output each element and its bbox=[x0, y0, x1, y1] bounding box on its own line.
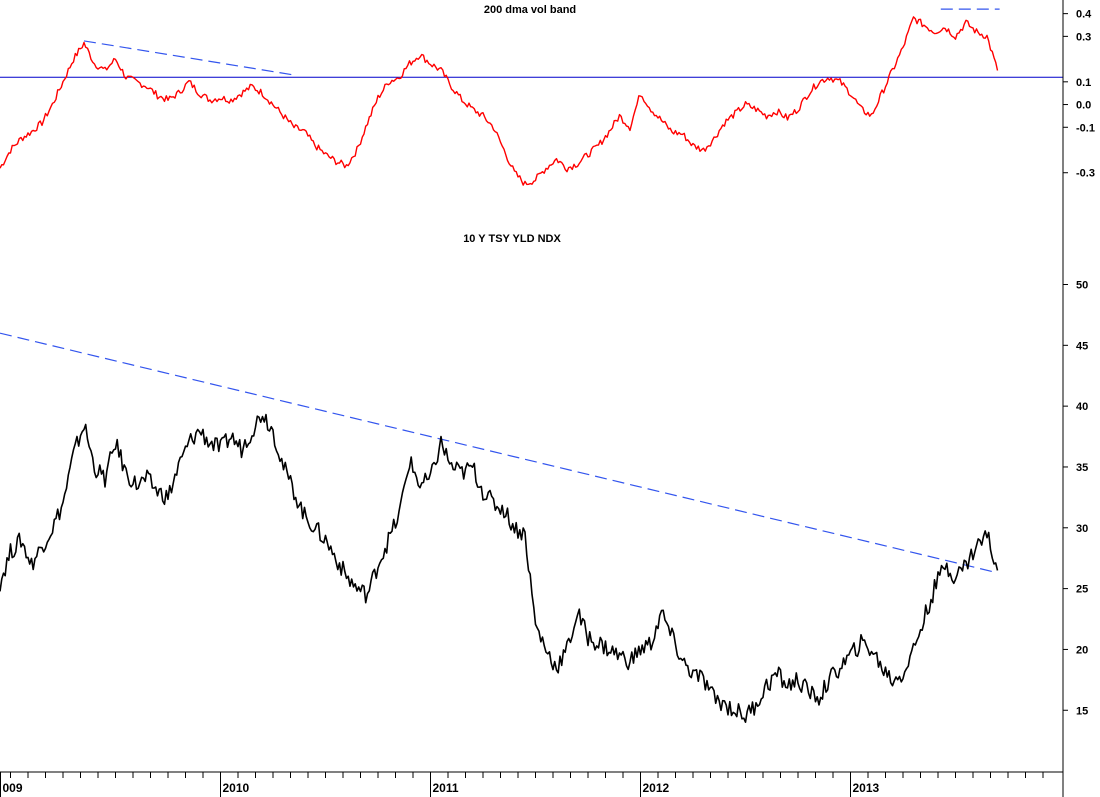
x-axis: 009 2010 2011 2012 2013 bbox=[0, 771, 1063, 797]
vol-band-y-tick-label: -0.1 bbox=[1076, 122, 1095, 134]
vol-band-y-tick-label: 0.3 bbox=[1076, 31, 1091, 43]
right-y-axis: 0.4 0.3 0.1 0.0 -0.1 -0.3 50 45 40 35 30 25 20 15 bbox=[1062, 0, 1095, 797]
tsy-yield-y-tick-label: 35 bbox=[1076, 462, 1088, 474]
tsy-yield-trendline bbox=[0, 332, 998, 574]
x-tick-label: 009 bbox=[3, 781, 23, 795]
vol-band-trendline bbox=[83, 40, 295, 76]
tsy-yield-y-tick-label: 50 bbox=[1076, 279, 1088, 291]
vol-band-y-tick-label: 0.4 bbox=[1076, 9, 1092, 21]
x-tick-label: 2010 bbox=[223, 781, 250, 795]
chart-title-vol-band: 200 dma vol band bbox=[484, 4, 576, 16]
tsy-yield-y-tick-label: 20 bbox=[1076, 644, 1088, 656]
vol-band-panel: 200 dma vol band bbox=[0, 4, 1063, 186]
vol-band-y-tick-label: -0.3 bbox=[1076, 168, 1095, 180]
tsy-yield-y-tick-label: 40 bbox=[1076, 401, 1088, 413]
tsy-yield-y-tick-label: 25 bbox=[1076, 584, 1088, 596]
vol-band-y-tick-label: 0.0 bbox=[1076, 100, 1091, 112]
vol-band-series-line bbox=[0, 16, 999, 186]
tsy-yield-series-line bbox=[0, 413, 999, 724]
x-tick-label: 2012 bbox=[643, 781, 670, 795]
chart-title-tsy-yield: 10 Y TSY YLD NDX bbox=[463, 233, 561, 245]
vol-band-y-tick-label: 0.1 bbox=[1076, 77, 1091, 89]
tsy-yield-panel: 10 Y TSY YLD NDX bbox=[0, 233, 999, 724]
tsy-yield-y-tick-label: 45 bbox=[1076, 340, 1088, 352]
tsy-yield-y-tick-label: 15 bbox=[1076, 705, 1088, 717]
x-tick-label: 2011 bbox=[433, 781, 459, 795]
x-tick-label: 2013 bbox=[853, 781, 880, 795]
tsy-yield-y-tick-label: 30 bbox=[1076, 523, 1088, 535]
